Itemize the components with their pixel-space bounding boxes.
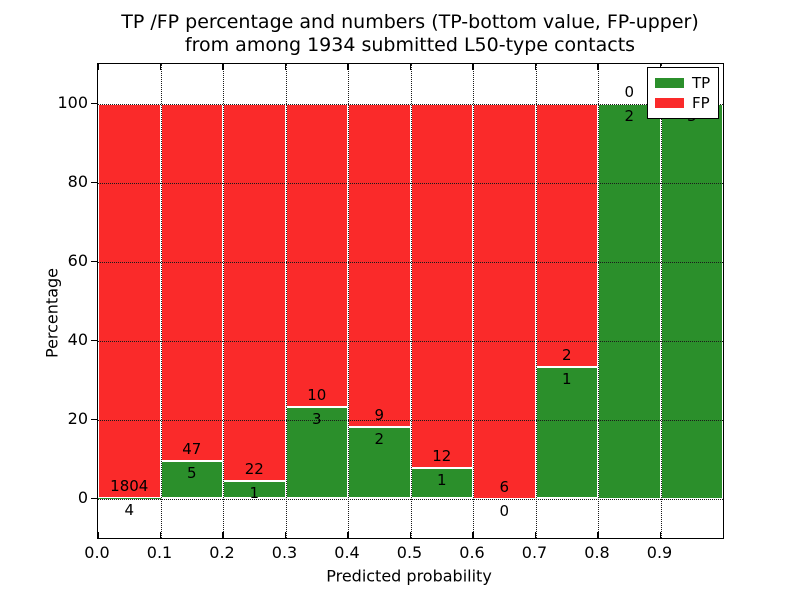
bar-segment-fp (473, 103, 536, 499)
x-tick-top (159, 64, 162, 70)
legend-label-fp: FP (692, 93, 710, 112)
y-tick-left (90, 339, 97, 342)
legend-entry-fp: FP (655, 93, 710, 113)
bar-count-tp: 3 (311, 410, 322, 429)
x-tick-bottom (409, 532, 412, 538)
bar-count-fp: 1804 (110, 476, 149, 495)
chart-title-line2: from among 1934 submitted L50-type conta… (184, 34, 636, 56)
x-tick-label: 0.6 (459, 543, 485, 562)
bar-count-fp: 22 (244, 460, 264, 479)
gridline-vertical (348, 64, 349, 538)
y-tick-label: 100 (57, 92, 88, 112)
x-tick-top (284, 64, 287, 70)
bar-count-fp: 12 (432, 447, 452, 466)
gridline-vertical (535, 64, 537, 538)
bar-count-fp: 9 (374, 405, 385, 424)
x-tick-label: 0.0 (84, 543, 110, 562)
bar-count-fp: 10 (307, 386, 327, 405)
x-tick-bottom (222, 532, 224, 538)
y-tick-left (90, 181, 97, 184)
bar-segment-fp (410, 103, 473, 469)
x-tick-label: 0.5 (396, 543, 423, 562)
bar-count-fp: 47 (182, 439, 202, 458)
bar-segment-tp (660, 103, 723, 499)
gridline-vertical (410, 64, 412, 538)
bar-segment-fp (348, 103, 411, 427)
legend: TP FP (647, 67, 720, 119)
bar-segment-tp (348, 426, 411, 499)
gridline-vertical (285, 64, 287, 538)
x-tick-bottom (97, 532, 99, 538)
x-tick-top (97, 64, 99, 70)
bar-segment-fp (535, 103, 598, 367)
bar-segment-tp (598, 103, 661, 499)
y-tick-label: 80 (67, 171, 88, 191)
bar-count-tp: 1 (561, 369, 572, 388)
x-tick-top (409, 64, 412, 70)
x-tick-top (222, 64, 224, 70)
x-tick-top (347, 64, 349, 70)
bar-segment-fp (98, 103, 161, 498)
gridline-vertical (160, 64, 162, 538)
x-tick-label: 0.4 (334, 543, 360, 562)
bar-count-tp: 0 (499, 501, 510, 520)
y-tick-left (90, 260, 97, 263)
bar-segment-tp (285, 407, 348, 499)
x-tick-bottom (597, 532, 599, 538)
bar-count-tp: 4 (124, 500, 135, 519)
chart-title-line1: TP /FP percentage and numbers (TP-bottom… (121, 11, 699, 33)
legend-entry-tp: TP (655, 73, 710, 93)
bar-segment-fp (223, 103, 286, 482)
bar-count-fp: 0 (624, 82, 635, 101)
bar-segment-fp (285, 103, 348, 408)
legend-swatch-tp-icon (655, 78, 684, 88)
bar-count-tp: 2 (374, 429, 385, 448)
y-tick-label: 60 (67, 250, 88, 270)
bar-count-fp: 2 (561, 345, 572, 364)
bar-segment-tp (410, 468, 473, 499)
x-tick-bottom (159, 532, 162, 538)
x-axis-label: Predicted probability (326, 566, 492, 586)
y-tick-label: 20 (67, 408, 88, 428)
x-tick-label: 0.1 (146, 543, 173, 562)
x-tick-top (472, 64, 474, 70)
x-tick-label: 0.3 (271, 543, 298, 562)
x-tick-top (597, 64, 599, 70)
bar-count-tp: 1 (249, 484, 260, 503)
bar-count-tp: 1 (436, 471, 447, 490)
x-tick-top (534, 64, 537, 70)
gridline-vertical (223, 64, 224, 538)
x-tick-label: 0.9 (646, 543, 673, 562)
bar-count-fp: 6 (499, 477, 510, 496)
legend-label-tp: TP (692, 73, 711, 92)
x-tick-label: 0.8 (584, 543, 610, 562)
y-tick-left (90, 418, 97, 421)
bar-segment-fp (160, 103, 223, 461)
gridline-vertical (598, 64, 599, 538)
x-tick-bottom (659, 532, 662, 538)
y-tick-label: 0 (77, 487, 88, 507)
x-tick-label: 0.7 (521, 543, 548, 562)
legend-swatch-fp-icon (655, 98, 684, 108)
x-tick-bottom (284, 532, 287, 538)
gridline-vertical (473, 64, 474, 538)
gridline-vertical (660, 64, 662, 538)
plot-area: TP FP 180444752211039212160210203 (90, 63, 724, 539)
y-tick-label: 40 (67, 329, 88, 349)
x-tick-bottom (347, 532, 349, 538)
y-tick-left (90, 102, 97, 105)
bar-segment-tp (98, 497, 161, 499)
x-tick-bottom (472, 532, 474, 538)
x-tick-bottom (534, 532, 537, 538)
bar-count-tp: 5 (186, 463, 197, 482)
x-tick-label: 0.2 (209, 543, 235, 562)
bar-count-tp: 2 (624, 106, 635, 125)
y-tick-left (90, 497, 97, 500)
